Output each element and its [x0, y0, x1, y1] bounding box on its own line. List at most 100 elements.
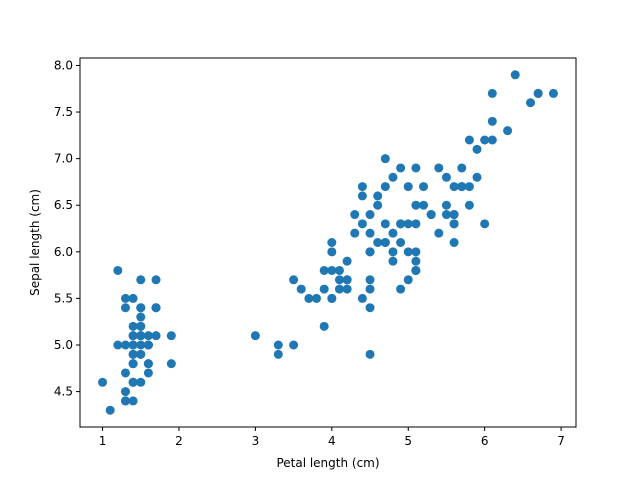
x-tick-label: 4 — [328, 434, 336, 448]
data-point — [166, 331, 176, 341]
data-point — [319, 284, 329, 294]
data-point — [136, 275, 146, 285]
data-point — [357, 219, 367, 229]
data-point — [510, 70, 520, 80]
data-point — [480, 219, 490, 229]
data-point — [396, 238, 406, 247]
data-point — [350, 228, 360, 238]
data-point — [120, 387, 130, 397]
data-point — [128, 359, 138, 369]
data-point — [533, 88, 543, 98]
y-axis: 4.5 5.0 5.5 6.0 6.5 7.0 7.5 8.0 — [54, 58, 80, 399]
data-point — [419, 182, 429, 192]
data-point — [296, 284, 306, 294]
data-point — [388, 256, 398, 266]
data-point — [342, 275, 352, 285]
data-point — [449, 238, 459, 247]
data-point — [128, 377, 138, 387]
data-point — [380, 182, 390, 192]
data-point — [472, 172, 482, 182]
data-point — [403, 247, 413, 257]
data-point — [128, 396, 138, 406]
data-point — [319, 265, 329, 275]
data-point — [411, 265, 421, 275]
data-point — [411, 247, 421, 257]
data-point — [128, 293, 138, 303]
data-point — [365, 284, 375, 294]
data-point — [151, 331, 161, 341]
data-point — [136, 331, 146, 341]
data-point — [304, 293, 314, 303]
data-point — [113, 265, 123, 275]
data-point — [113, 340, 123, 350]
data-point — [357, 191, 367, 201]
y-tick-label: 5.5 — [54, 291, 73, 305]
data-point — [327, 293, 337, 303]
data-point — [373, 191, 383, 201]
y-axis-title: Sepal length (cm) — [28, 189, 42, 296]
data-point — [128, 340, 138, 350]
data-point — [136, 340, 146, 350]
data-point — [327, 265, 337, 275]
data-point — [273, 340, 283, 350]
data-point — [396, 284, 406, 294]
data-point — [411, 163, 421, 173]
data-point — [365, 303, 375, 313]
data-point — [388, 172, 398, 182]
data-point — [472, 144, 482, 154]
x-tick-label: 3 — [252, 434, 260, 448]
data-point — [105, 405, 115, 415]
x-tick-label: 7 — [557, 434, 565, 448]
data-point — [434, 228, 444, 238]
data-point — [396, 163, 406, 173]
data-point — [487, 116, 497, 126]
data-point — [166, 359, 176, 369]
data-point — [388, 247, 398, 257]
data-point — [419, 200, 429, 210]
data-point — [403, 275, 413, 285]
data-point — [365, 275, 375, 285]
data-point — [136, 349, 146, 359]
data-point — [136, 321, 146, 331]
y-tick-label: 5.0 — [54, 338, 73, 352]
x-tick-label: 6 — [481, 434, 489, 448]
data-point — [411, 256, 421, 266]
data-point — [365, 228, 375, 238]
data-point — [342, 284, 352, 294]
data-point — [136, 303, 146, 313]
data-point — [128, 349, 138, 359]
y-tick-label: 4.5 — [54, 385, 73, 399]
data-point — [449, 210, 459, 220]
y-tick-label: 7.0 — [54, 152, 73, 166]
data-point — [434, 163, 444, 173]
data-point — [503, 126, 513, 136]
data-point — [136, 312, 146, 322]
x-tick-label: 1 — [99, 434, 107, 448]
data-point — [457, 163, 467, 173]
data-point — [357, 293, 367, 303]
data-point — [350, 210, 360, 220]
data-point — [365, 349, 375, 359]
data-point — [312, 293, 322, 303]
data-point — [151, 275, 161, 285]
data-point — [120, 368, 130, 378]
data-point — [289, 275, 299, 285]
data-point — [120, 340, 130, 350]
data-point — [98, 377, 108, 387]
data-point — [441, 210, 451, 220]
data-point — [373, 200, 383, 210]
data-point — [357, 182, 367, 192]
y-tick-label: 6.0 — [54, 245, 73, 259]
data-point — [365, 247, 375, 257]
data-point — [396, 219, 406, 229]
data-point — [464, 135, 474, 145]
data-point — [136, 377, 146, 387]
data-point — [411, 219, 421, 229]
points-layer — [98, 70, 558, 415]
data-point — [449, 219, 459, 229]
data-point — [411, 200, 421, 210]
data-point — [342, 256, 352, 266]
data-point — [143, 368, 153, 378]
data-point — [327, 238, 337, 247]
